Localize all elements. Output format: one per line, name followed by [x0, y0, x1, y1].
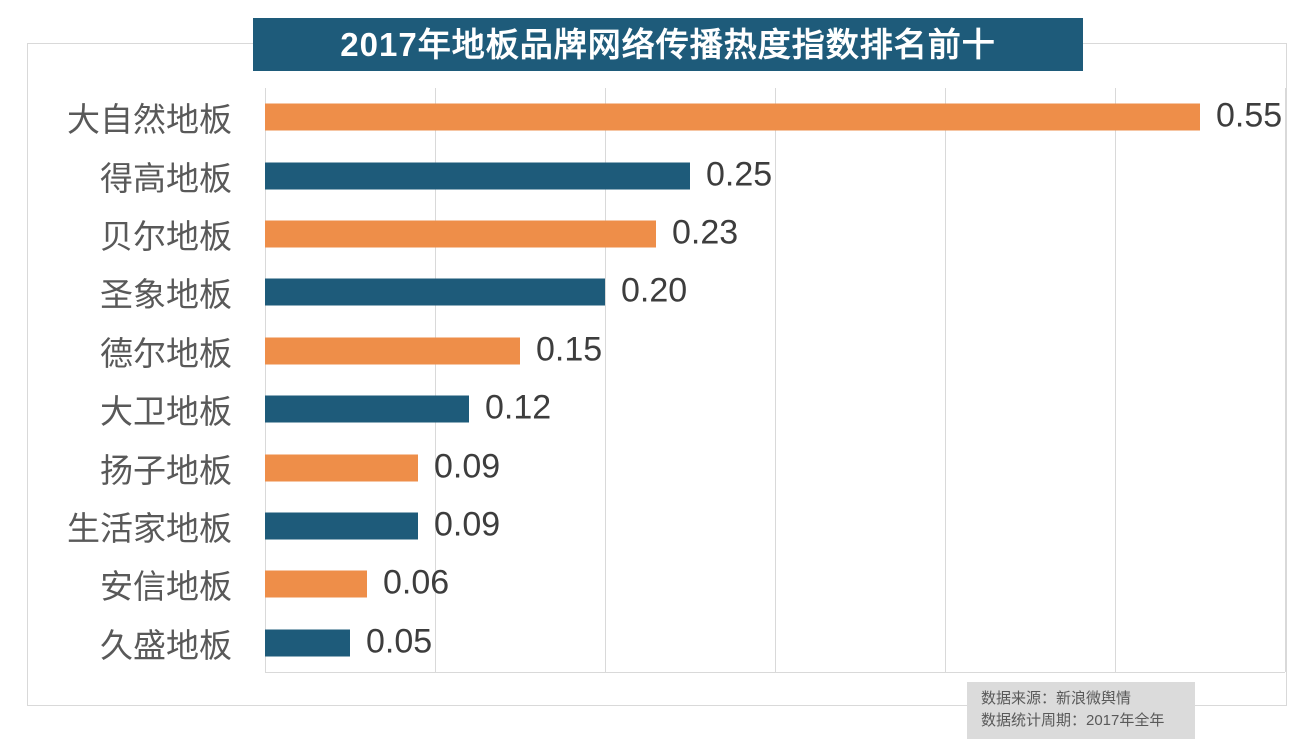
gridline — [945, 88, 946, 672]
gridline — [775, 88, 776, 672]
category-label: 贝尔地板 — [100, 218, 232, 255]
gridline — [1285, 88, 1286, 672]
source-line: 数据来源：新浪微舆情 — [981, 690, 1132, 707]
category-label: 得高地板 — [100, 160, 232, 197]
value-label: 0.20 — [621, 271, 688, 310]
category-label: 圣象地板 — [100, 276, 232, 313]
bar — [265, 454, 418, 482]
value-label: 0.12 — [485, 388, 552, 427]
value-label: 0.05 — [366, 622, 433, 661]
bar — [265, 570, 367, 598]
bar — [265, 103, 1200, 131]
value-label: 0.23 — [672, 213, 739, 252]
category-label: 安信地板 — [100, 568, 232, 605]
chart-title: 2017年地板品牌网络传播热度指数排名前十 — [253, 18, 1083, 71]
bar — [265, 278, 605, 306]
bar — [265, 337, 520, 365]
bar — [265, 629, 350, 657]
value-label: 0.25 — [706, 155, 773, 194]
gridline — [1115, 88, 1116, 672]
gridline — [605, 88, 606, 672]
value-label: 0.06 — [383, 563, 450, 602]
category-label: 久盛地板 — [100, 627, 232, 664]
value-label: 0.09 — [434, 447, 501, 486]
bar — [265, 395, 469, 423]
value-label: 0.09 — [434, 505, 501, 544]
bar — [265, 162, 690, 190]
category-label: 大自然地板 — [67, 101, 232, 138]
category-label: 生活家地板 — [67, 510, 232, 547]
value-label: 0.15 — [536, 330, 603, 369]
source-note: 数据来源：新浪微舆情 数据统计周期：2017年全年 — [967, 682, 1195, 739]
gridline — [265, 88, 266, 672]
category-label: 扬子地板 — [100, 452, 232, 489]
category-label: 大卫地板 — [100, 393, 232, 430]
x-axis-line — [265, 672, 1285, 673]
value-label: 0.55 — [1216, 96, 1283, 135]
period-line: 数据统计周期：2017年全年 — [981, 712, 1165, 729]
bar — [265, 512, 418, 540]
gridline — [435, 88, 436, 672]
category-label: 德尔地板 — [100, 335, 232, 372]
bar — [265, 220, 656, 248]
